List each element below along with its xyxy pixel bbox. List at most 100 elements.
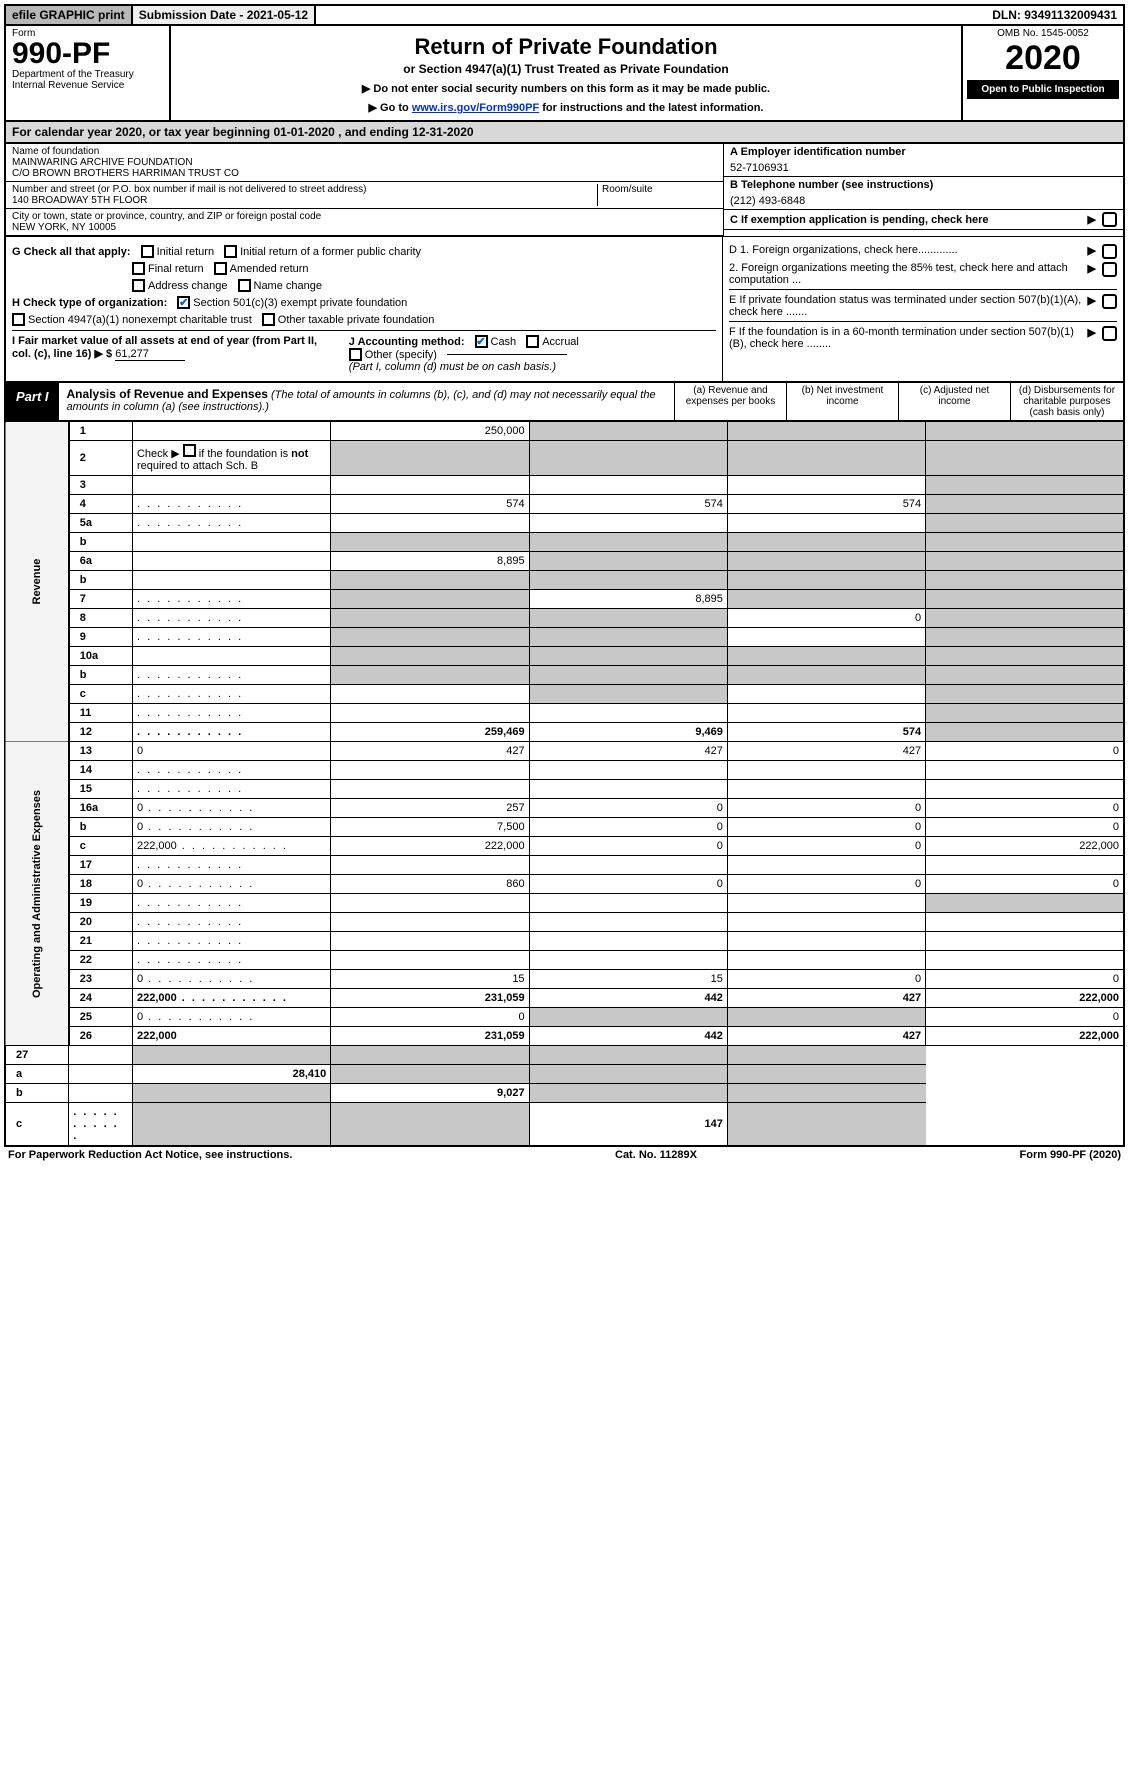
g-name-checkbox[interactable] — [238, 279, 251, 292]
amount-col-a: 15 — [331, 970, 529, 989]
amount-col-b: 574 — [529, 495, 727, 514]
line-number: 27 — [5, 1046, 69, 1065]
amount-col-c — [727, 1008, 925, 1027]
line-number: 16a — [69, 799, 133, 818]
schB-checkbox[interactable] — [183, 444, 196, 457]
g-opt-4: Address change — [148, 280, 228, 292]
h-label: H Check type of organization: — [12, 297, 167, 309]
amount-col-d — [926, 571, 1124, 590]
amount-col-a — [331, 780, 529, 799]
side-label: Revenue — [5, 422, 69, 742]
submission-date: Submission Date - 2021-05-12 — [133, 6, 316, 24]
amount-col-b: 9,027 — [331, 1084, 529, 1103]
efile-print-button[interactable]: efile GRAPHIC print — [6, 6, 133, 24]
line-number: 20 — [69, 913, 133, 932]
line-number: 4 — [69, 495, 133, 514]
amount-col-d — [727, 1065, 925, 1084]
arrow-icon: ▶ — [1088, 326, 1096, 339]
line-number: b — [69, 571, 133, 590]
h-501c3-checkbox[interactable] — [177, 296, 190, 309]
g-final-checkbox[interactable] — [132, 262, 145, 275]
amount-col-c — [727, 951, 925, 970]
line-description — [132, 495, 330, 514]
h-other-checkbox[interactable] — [262, 313, 275, 326]
amount-col-c: 0 — [727, 799, 925, 818]
amount-col-c: 427 — [727, 1027, 925, 1046]
amount-col-c: 0 — [727, 609, 925, 628]
line-description — [132, 723, 330, 742]
amount-col-d — [926, 628, 1124, 647]
omb: OMB No. 1545-0052 — [967, 28, 1119, 39]
line-number: 1 — [69, 422, 133, 441]
c-checkbox[interactable] — [1102, 212, 1117, 227]
g-initial-return-checkbox[interactable] — [141, 245, 154, 258]
h-opt-3: Other taxable private foundation — [278, 314, 435, 326]
amount-col-a: 28,410 — [132, 1065, 330, 1084]
amount-col-a: 231,059 — [331, 1027, 529, 1046]
j-note: (Part I, column (d) must be on cash basi… — [349, 361, 556, 373]
phone-label: B Telephone number (see instructions) — [730, 179, 1117, 191]
amount-col-c — [529, 1065, 727, 1084]
amount-col-a — [331, 590, 529, 609]
f-text: F If the foundation is in a 60-month ter… — [729, 326, 1082, 350]
amount-col-c — [727, 894, 925, 913]
g-initial-former-checkbox[interactable] — [224, 245, 237, 258]
e-checkbox[interactable] — [1102, 294, 1117, 309]
d1-checkbox[interactable] — [1102, 244, 1117, 259]
h-4947-checkbox[interactable] — [12, 313, 25, 326]
amount-col-b — [529, 514, 727, 533]
amount-col-c: 574 — [727, 723, 925, 742]
d2-checkbox[interactable] — [1102, 262, 1117, 277]
j-label: J Accounting method: — [349, 336, 465, 348]
line-number: b — [69, 818, 133, 837]
part1-table: Revenue1250,0002Check ▶ if the foundatio… — [4, 422, 1125, 1147]
amount-col-a — [331, 761, 529, 780]
amount-col-b: 8,895 — [529, 590, 727, 609]
amount-col-a: 259,469 — [331, 723, 529, 742]
amount-col-d: 0 — [926, 1008, 1124, 1027]
part1-label: Part I — [6, 383, 59, 420]
footer-cat: Cat. No. 11289X — [615, 1149, 697, 1161]
amount-col-c — [727, 647, 925, 666]
amount-col-d — [926, 723, 1124, 742]
j-accrual-checkbox[interactable] — [526, 335, 539, 348]
line-description — [132, 533, 330, 552]
j-other-checkbox[interactable] — [349, 348, 362, 361]
amount-col-d — [926, 685, 1124, 704]
amount-col-c — [727, 685, 925, 704]
amount-col-a: 222,000 — [331, 837, 529, 856]
line-description — [132, 422, 330, 441]
amount-col-b — [529, 476, 727, 495]
line-number: 8 — [69, 609, 133, 628]
form-number: 990-PF — [12, 39, 163, 69]
page-footer: For Paperwork Reduction Act Notice, see … — [4, 1147, 1125, 1163]
amount-col-d: 222,000 — [926, 837, 1124, 856]
amount-col-d — [926, 932, 1124, 951]
amount-col-a: 860 — [331, 875, 529, 894]
g-opt-3: Amended return — [230, 263, 309, 275]
g-opt-1: Initial return of a former public charit… — [240, 246, 421, 258]
col-c-header: (c) Adjusted net income — [899, 383, 1011, 420]
line-number: a — [5, 1065, 69, 1084]
irs-link[interactable]: www.irs.gov/Form990PF — [412, 102, 539, 114]
i-value: 61,277 — [115, 348, 185, 361]
amount-col-b — [529, 533, 727, 552]
amount-col-b: 442 — [529, 989, 727, 1008]
amount-col-a: 250,000 — [331, 422, 529, 441]
j-cash-checkbox[interactable] — [475, 335, 488, 348]
amount-col-d: 0 — [926, 818, 1124, 837]
amount-col-b — [529, 552, 727, 571]
line-description — [132, 590, 330, 609]
amount-col-d — [727, 1084, 925, 1103]
amount-col-b — [529, 647, 727, 666]
amount-col-d — [926, 856, 1124, 875]
amount-col-b — [529, 666, 727, 685]
amount-col-b: 442 — [529, 1027, 727, 1046]
f-checkbox[interactable] — [1102, 326, 1117, 341]
amount-col-d: 0 — [926, 799, 1124, 818]
amount-col-c: 574 — [727, 495, 925, 514]
g-address-checkbox[interactable] — [132, 279, 145, 292]
g-amended-checkbox[interactable] — [214, 262, 227, 275]
form-title-block: Return of Private Foundation or Section … — [171, 26, 963, 120]
amount-col-c — [727, 628, 925, 647]
